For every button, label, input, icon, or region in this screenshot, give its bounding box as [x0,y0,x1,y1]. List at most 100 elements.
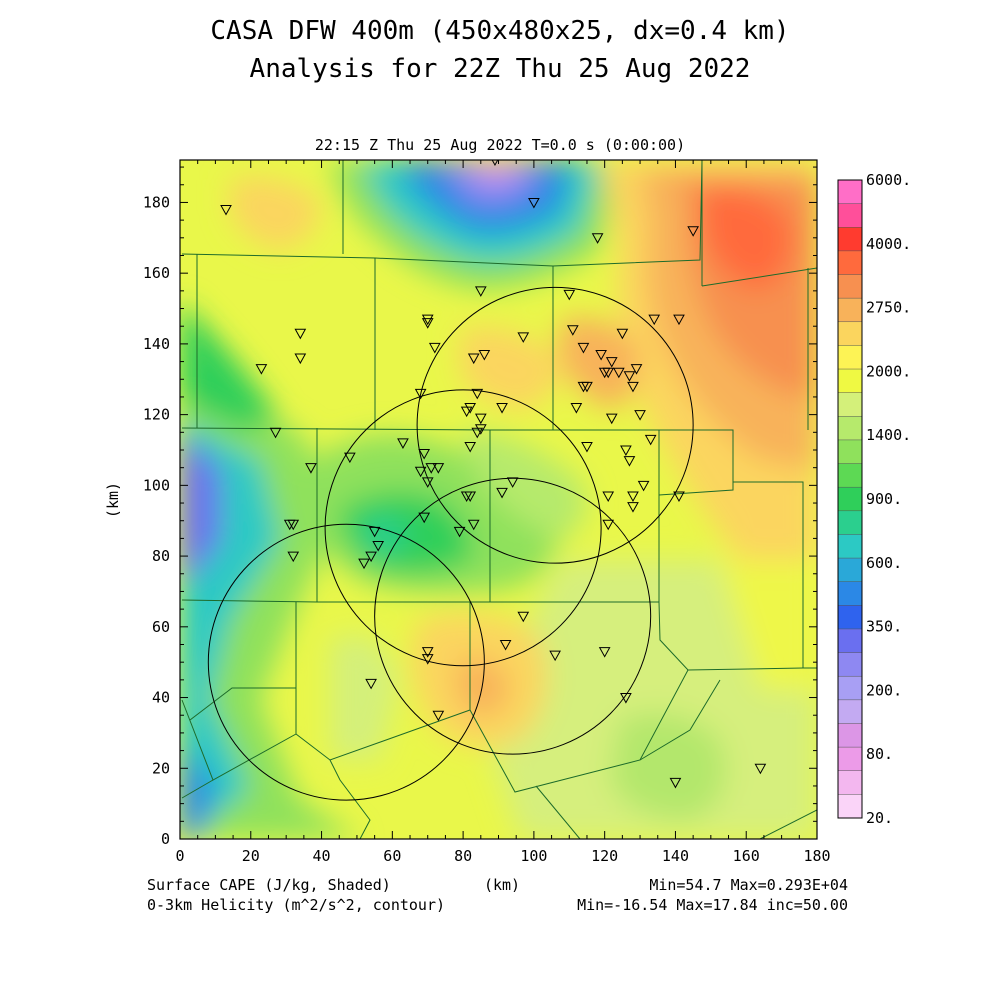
x-tick-label: 180 [803,847,830,865]
station-marker [414,388,427,400]
station-marker [644,434,657,446]
station-marker [616,328,629,340]
station-marker [648,314,661,326]
station-marker [598,647,611,658]
station-marker [464,441,477,453]
colorbar-swatch [838,581,862,606]
county-line-s5 [639,679,721,761]
station-marker [421,477,434,488]
station-marker [627,381,639,393]
colorbar-swatch [838,439,862,465]
colorbar-swatch [838,510,862,535]
x-tick-label: 60 [383,847,401,865]
station-marker [499,639,512,651]
station-marker [637,480,650,492]
station-markers [220,160,767,789]
station-marker [421,647,434,658]
footer-contour-label: 0-3km Helicity (m^2/s^2, contour) [147,896,445,914]
station-marker [425,463,438,474]
station-marker [673,314,685,326]
station-marker [474,413,487,425]
station-marker [418,449,431,460]
chart-title: CASA DFW 400m (450x480x25, dx=0.4 km) [210,16,790,46]
county-line-s2 [469,669,689,793]
station-marker [255,364,268,375]
station-marker [612,367,625,379]
station-marker [591,233,604,244]
colorbar-swatch [838,628,862,654]
y-tick-label: 80 [152,547,170,565]
x-tick-label: 120 [591,847,618,865]
county-line-se2 [759,809,817,839]
colorbar-swatch [838,203,862,228]
x-tick-label: 160 [733,847,760,865]
colorbar-swatch [838,558,862,583]
radar-ring-1 [416,286,694,564]
y-tick-label: 20 [152,759,170,777]
station-marker [220,205,232,216]
cape-region-north-pink [470,160,520,180]
footer-contour-range: Min=-16.54 Max=17.84 inc=50.00 [577,896,848,914]
station-marker [581,441,593,453]
colorbar-label: 900. [866,490,902,508]
county-line-se1 [658,601,804,671]
y-tick-label: 100 [143,476,170,494]
y-axis-label: (km) [104,482,122,518]
colorbar-label: 2750. [866,299,911,317]
station-marker [397,438,409,449]
station-marker [421,314,434,326]
footer-field-range: Min=54.7 Max=0.293E+04 [649,876,848,894]
station-marker [602,367,615,379]
y-tick-label: 60 [152,618,170,636]
colorbar-swatch [838,321,862,346]
station-marker [687,226,699,237]
station-marker [287,519,300,531]
colorbar-swatch [838,770,862,795]
station-marker [506,477,519,488]
colorbar-swatch [838,463,862,488]
station-marker [754,763,767,775]
cape-region-northwest-yellow [230,177,320,250]
x-tick-label: 80 [454,847,472,865]
station-marker [630,364,643,375]
station-marker [673,491,685,502]
station-marker [365,551,377,563]
station-marker [471,388,484,400]
y-tick-label: 160 [143,264,170,282]
county-line-s1 [295,602,471,761]
station-marker [474,424,487,435]
station-marker [623,456,636,467]
colorbar-label: 600. [866,554,902,572]
y-tick-label: 140 [143,335,170,353]
colorbar-swatch [838,369,862,394]
station-marker [496,487,508,499]
colorbar-swatch [838,723,862,748]
station-marker [517,611,530,623]
county-line-s4 [535,785,581,839]
colorbar-swatch [838,250,862,276]
county-line-sw3 [181,779,214,799]
station-marker [474,286,487,297]
station-marker [421,654,434,665]
station-marker [627,491,639,502]
y-tick-label: 120 [143,406,170,424]
station-marker [620,693,632,704]
station-marker [358,558,370,570]
x-tick-label: 100 [520,847,547,865]
station-marker [467,353,480,365]
cape-region-central-lightgreen [460,430,587,540]
colorbar-label: 2000. [866,362,911,380]
station-marker [432,463,445,474]
colorbar-label: 20. [866,809,893,827]
x-tick-label: 0 [175,847,184,865]
station-marker [305,463,317,474]
colorbar-swatch [838,392,862,417]
station-marker [602,519,615,531]
colorbar-swatch [838,180,862,205]
station-marker [620,445,632,457]
colorbar-label: 6000. [866,171,911,189]
county-line-sw2 [181,688,297,781]
station-marker [595,350,607,361]
station-marker [269,427,282,439]
cape-region-south-lightgreen [330,635,400,760]
